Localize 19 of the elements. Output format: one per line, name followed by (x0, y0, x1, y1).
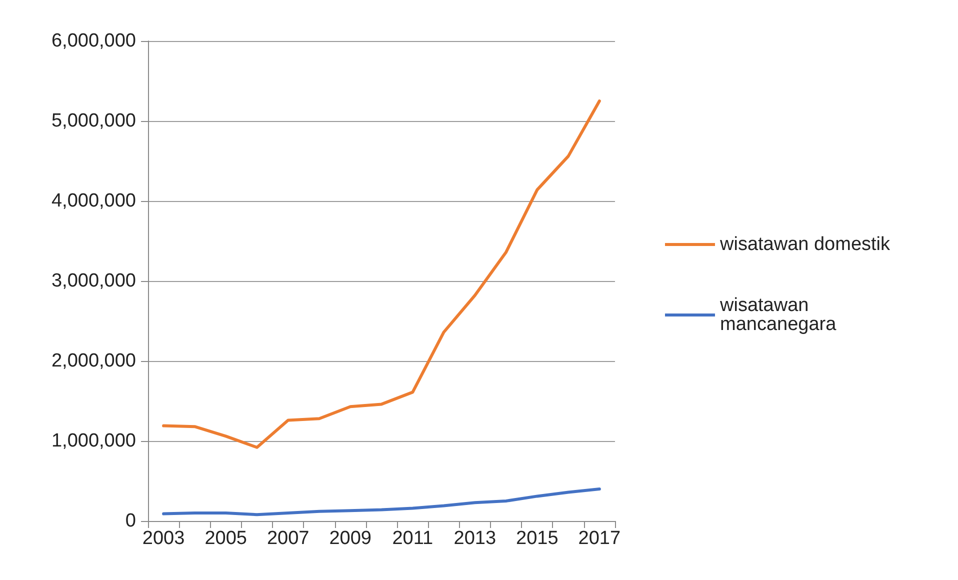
x-tick-label: 2017 (578, 528, 621, 549)
x-tick-label: 2003 (142, 528, 185, 549)
x-tick-label: 2007 (266, 528, 310, 549)
y-tick-label: 4,000,000 (51, 190, 136, 212)
y-tick-label: 0 (125, 510, 136, 532)
x-tick-label: 2009 (329, 528, 372, 549)
line-series (162, 488, 601, 516)
legend-label: wisatawan domestik (719, 234, 891, 255)
legend-label: wisatawan mancanegara (719, 295, 837, 335)
y-tick-label: 2,000,000 (51, 350, 136, 372)
x-tick-label: 2011 (392, 528, 434, 549)
y-tick-label: 6,000,000 (51, 30, 136, 52)
y-tick-label: 5,000,000 (51, 110, 136, 132)
y-tick-label: 3,000,000 (51, 270, 136, 292)
x-tick-label: 2015 (516, 528, 558, 549)
x-tick-label: 2005 (204, 528, 247, 549)
line-series (162, 100, 601, 449)
y-tick-label: 1,000,000 (51, 430, 136, 452)
x-tick-label: 2013 (454, 528, 496, 549)
